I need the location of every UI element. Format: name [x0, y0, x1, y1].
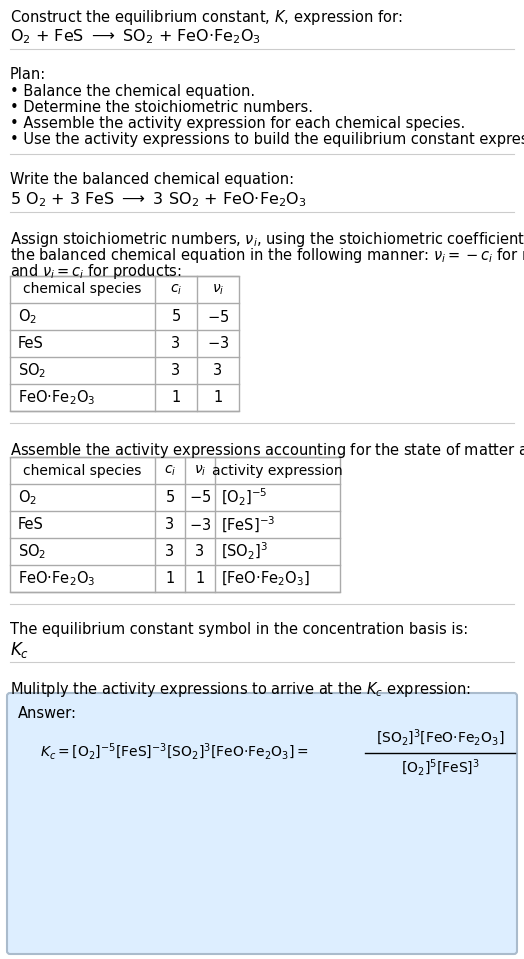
Text: The equilibrium constant symbol in the concentration basis is:: The equilibrium constant symbol in the c… [10, 622, 468, 637]
Text: Plan:: Plan: [10, 67, 46, 82]
Bar [10, 276, 239, 411]
Text: O$_2$ + FeS $\longrightarrow$ SO$_2$ + FeO$\cdot$Fe$_2$O$_3$: O$_2$ + FeS $\longrightarrow$ SO$_2$ + F… [10, 27, 261, 46]
Text: Answer:: Answer: [18, 706, 77, 721]
Text: Mulitply the activity expressions to arrive at the $K_c$ expression:: Mulitply the activity expressions to arr… [10, 680, 471, 699]
Text: [SO$_2$]$^{3}$: [SO$_2$]$^{3}$ [221, 541, 268, 562]
Text: O$_2$: O$_2$ [18, 307, 37, 326]
Text: $-5$: $-5$ [189, 489, 211, 505]
Text: $c_i$: $c_i$ [164, 463, 176, 478]
Bar [10, 457, 340, 592]
Text: 3: 3 [166, 517, 174, 532]
Text: 3: 3 [213, 363, 223, 378]
Text: SO$_2$: SO$_2$ [18, 542, 46, 561]
Text: the balanced chemical equation in the following manner: $\nu_i = -c_i$ for react: the balanced chemical equation in the fo… [10, 246, 524, 265]
Text: chemical species: chemical species [23, 283, 141, 296]
Text: [FeS]$^{-3}$: [FeS]$^{-3}$ [221, 514, 275, 534]
Text: activity expression: activity expression [212, 463, 343, 478]
Text: $K_c = [\mathrm{O_2}]^{-5}[\mathrm{FeS}]^{-3}[\mathrm{SO_2}]^3[\mathrm{FeO{\cdot: $K_c = [\mathrm{O_2}]^{-5}[\mathrm{FeS}]… [40, 742, 309, 762]
Text: and $\nu_i = c_i$ for products:: and $\nu_i = c_i$ for products: [10, 262, 182, 281]
Text: • Assemble the activity expression for each chemical species.: • Assemble the activity expression for e… [10, 116, 465, 131]
Text: $-3$: $-3$ [207, 336, 229, 352]
Text: $[\mathrm{SO_2}]^3[\mathrm{FeO{\cdot}Fe_2O_3}]$: $[\mathrm{SO_2}]^3[\mathrm{FeO{\cdot}Fe_… [376, 728, 504, 748]
Text: 3: 3 [166, 544, 174, 559]
Text: Assign stoichiometric numbers, $\nu_i$, using the stoichiometric coefficients, $: Assign stoichiometric numbers, $\nu_i$, … [10, 230, 524, 249]
Text: SO$_2$: SO$_2$ [18, 362, 46, 380]
Text: 1: 1 [213, 390, 223, 405]
Text: 1: 1 [166, 571, 174, 586]
Text: O$_2$: O$_2$ [18, 488, 37, 507]
Text: [O$_2$]$^{-5}$: [O$_2$]$^{-5}$ [221, 487, 267, 508]
Text: 3: 3 [171, 336, 181, 351]
Text: [FeO·Fe$_2$O$_3$]: [FeO·Fe$_2$O$_3$] [221, 570, 310, 588]
Text: 5: 5 [171, 309, 181, 324]
Text: 5 O$_2$ + 3 FeS $\longrightarrow$ 3 SO$_2$ + FeO$\cdot$Fe$_2$O$_3$: 5 O$_2$ + 3 FeS $\longrightarrow$ 3 SO$_… [10, 190, 307, 209]
Text: $-3$: $-3$ [189, 517, 211, 532]
Text: $\nu_i$: $\nu_i$ [212, 282, 224, 296]
Text: $c_i$: $c_i$ [170, 282, 182, 296]
Text: 3: 3 [171, 363, 181, 378]
Text: • Determine the stoichiometric numbers.: • Determine the stoichiometric numbers. [10, 100, 313, 115]
Text: chemical species: chemical species [23, 463, 141, 478]
Text: $[\mathrm{O_2}]^5[\mathrm{FeS}]^3$: $[\mathrm{O_2}]^5[\mathrm{FeS}]^3$ [400, 758, 479, 778]
Text: FeS: FeS [18, 336, 44, 351]
Text: Construct the equilibrium constant, $K$, expression for:: Construct the equilibrium constant, $K$,… [10, 8, 402, 27]
Text: $\nu_i$: $\nu_i$ [194, 463, 206, 478]
FancyBboxPatch shape [7, 693, 517, 954]
Text: FeO·Fe$_2$O$_3$: FeO·Fe$_2$O$_3$ [18, 569, 95, 588]
Text: 1: 1 [195, 571, 205, 586]
Text: 1: 1 [171, 390, 181, 405]
Text: 5: 5 [166, 490, 174, 505]
Text: Write the balanced chemical equation:: Write the balanced chemical equation: [10, 172, 294, 187]
Text: • Use the activity expressions to build the equilibrium constant expression.: • Use the activity expressions to build … [10, 132, 524, 147]
Text: FeS: FeS [18, 517, 44, 532]
Text: FeO·Fe$_2$O$_3$: FeO·Fe$_2$O$_3$ [18, 388, 95, 407]
Text: • Balance the chemical equation.: • Balance the chemical equation. [10, 84, 255, 99]
Text: $K_c$: $K_c$ [10, 640, 29, 660]
Text: 3: 3 [195, 544, 204, 559]
Text: $-5$: $-5$ [207, 309, 229, 324]
Text: Assemble the activity expressions accounting for the state of matter and $\nu_i$: Assemble the activity expressions accoun… [10, 441, 524, 460]
